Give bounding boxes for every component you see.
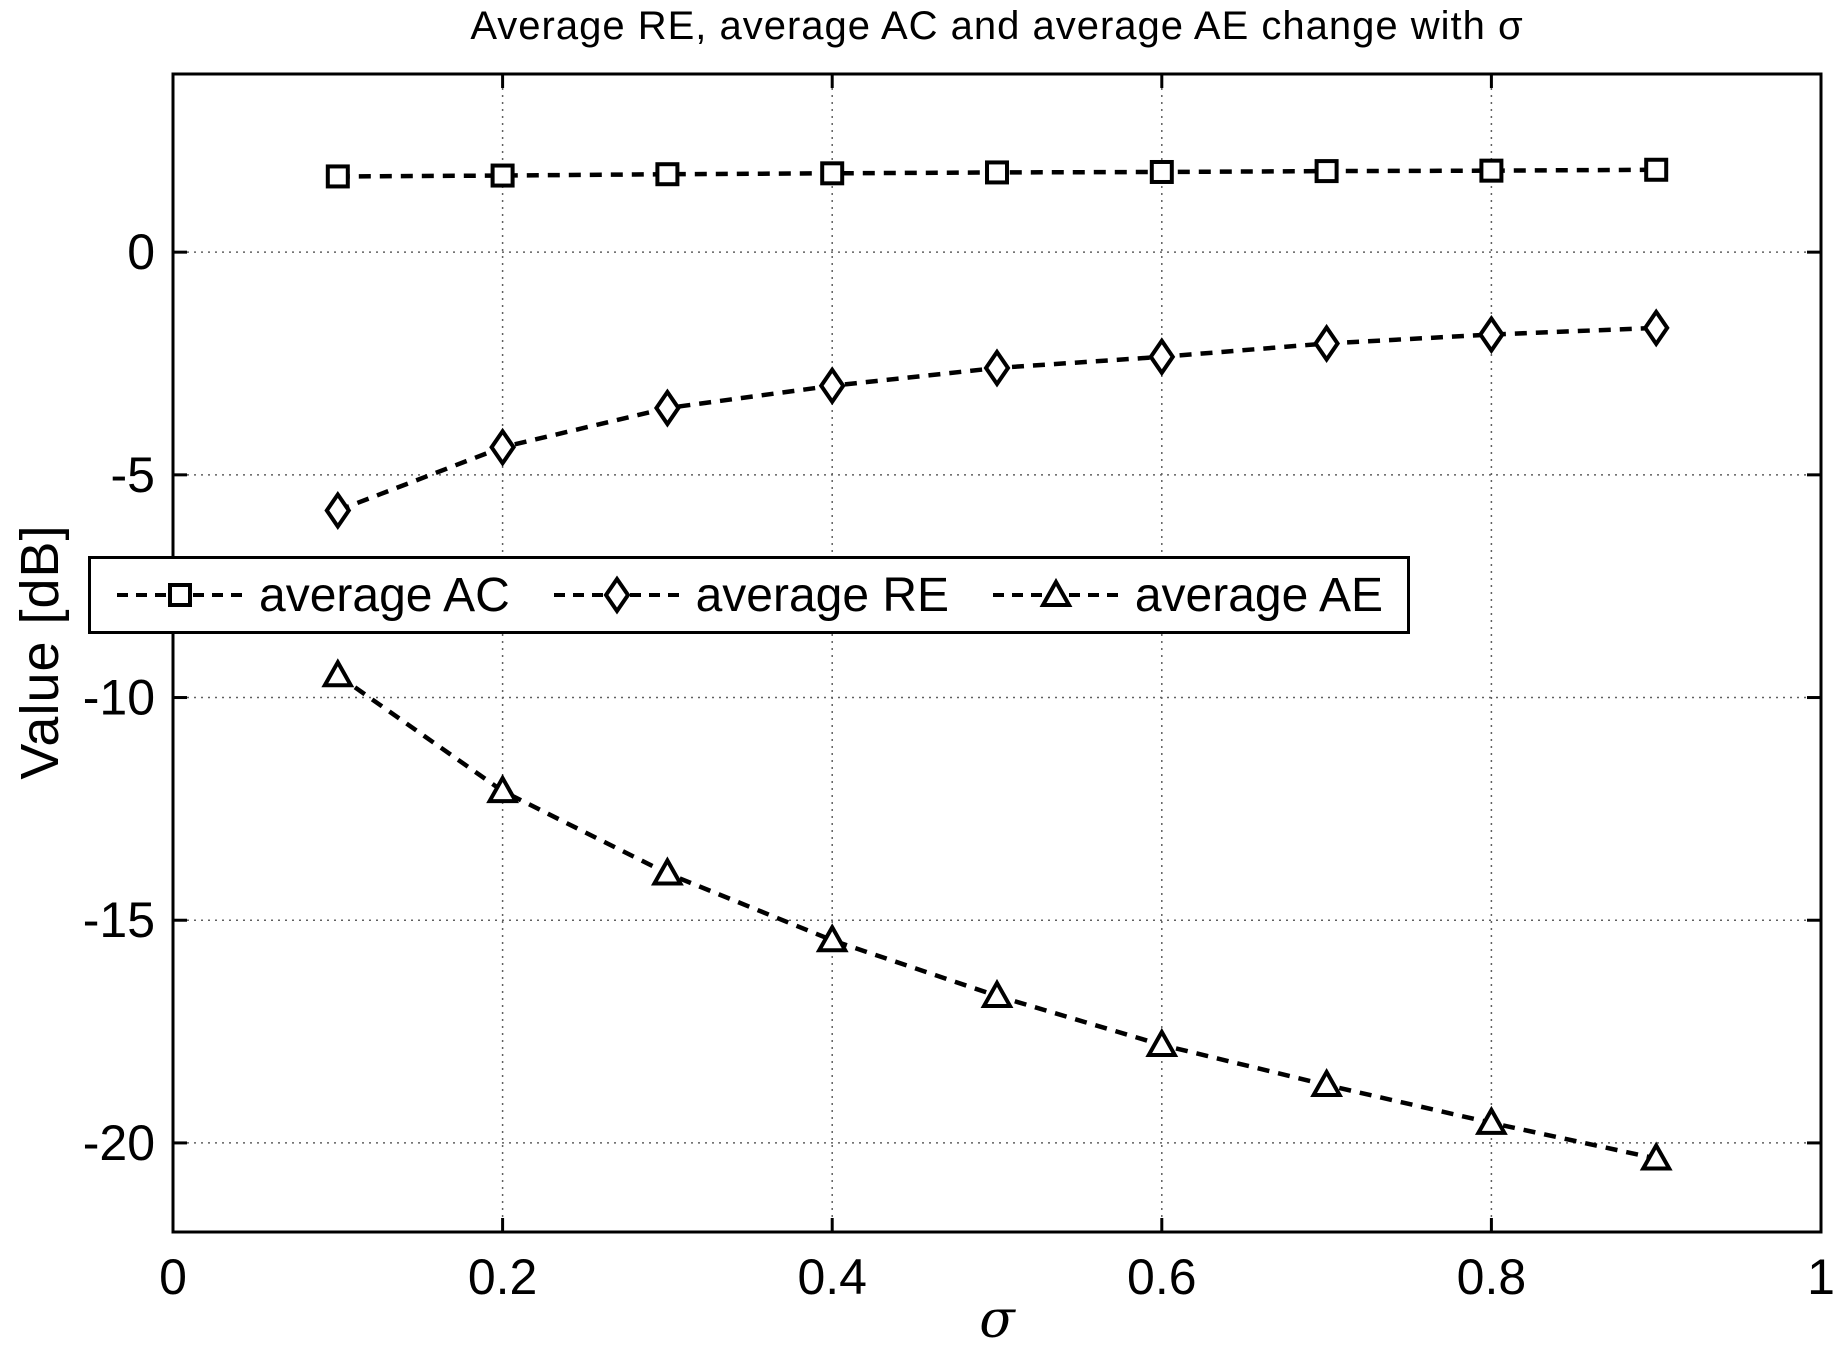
x-tick-label: 0.6 <box>1127 1249 1197 1305</box>
square-marker-icon <box>1644 157 1669 182</box>
y-tick-label: -20 <box>83 1115 155 1171</box>
legend-entry-average-re: average RE <box>552 568 949 623</box>
triangle-marker-icon <box>815 923 849 953</box>
diamond-marker-icon <box>1313 323 1341 363</box>
square-marker-icon <box>1149 159 1174 184</box>
triangle-marker-icon <box>1310 1067 1344 1098</box>
square-marker-icon <box>490 163 515 188</box>
x-tick-label: 0 <box>159 1249 187 1305</box>
diamond-marker-icon <box>983 348 1011 388</box>
diamond-marker-icon <box>653 388 681 428</box>
diamond-marker-icon <box>552 573 682 617</box>
legend-sample-canvas <box>117 583 243 607</box>
legend-entry-average-ae: average AE <box>991 568 1383 623</box>
y-tick-label: -10 <box>83 670 155 726</box>
triangle-marker-icon <box>650 856 684 886</box>
legend-label: average AE <box>1134 568 1383 622</box>
square-marker-icon <box>325 164 350 189</box>
triangle-marker-icon <box>486 774 520 804</box>
triangle-marker-icon <box>1639 1141 1673 1171</box>
square-marker-icon <box>1479 158 1504 183</box>
diamond-marker-icon <box>818 366 846 406</box>
triangle-marker-icon <box>1145 1027 1179 1057</box>
legend-entry-average-ac: average AC <box>115 568 510 623</box>
diamond-marker-icon <box>489 427 517 467</box>
y-tick-label: -5 <box>111 447 155 503</box>
legend-sample-canvas <box>553 575 680 615</box>
triangle-marker-icon <box>980 978 1014 1008</box>
diamond-marker-icon <box>1148 337 1176 377</box>
diamond-marker-icon <box>1642 308 1670 348</box>
square-marker-icon <box>985 160 1009 185</box>
legend-sample-canvas <box>992 577 1119 607</box>
triangle-marker-icon <box>991 573 1121 617</box>
x-axis-label: σ <box>979 1290 1015 1350</box>
diamond-marker-icon <box>1477 315 1505 355</box>
square-marker-icon <box>820 161 845 186</box>
y-tick-label: -15 <box>83 892 155 948</box>
square-marker-icon <box>655 162 680 187</box>
square-marker-icon <box>1314 159 1339 184</box>
axis-box <box>171 72 1823 1234</box>
triangle-marker-icon <box>1474 1105 1508 1135</box>
legend-label: average RE <box>695 568 950 622</box>
x-tick-label: 0.8 <box>1457 1249 1527 1305</box>
y-axis-label: Value [dB] <box>10 524 70 780</box>
legend: average AC average RE average AE <box>88 556 1410 634</box>
legend-label: average AC <box>259 568 510 622</box>
square-marker-icon <box>168 583 192 607</box>
diamond-marker-icon <box>324 490 352 531</box>
triangle-marker-icon <box>321 658 355 688</box>
x-tick-label: 0.4 <box>797 1249 867 1305</box>
x-tick-label: 1 <box>1807 1249 1835 1305</box>
diamond-marker-icon <box>603 575 631 615</box>
x-tick-label: 0.2 <box>468 1249 538 1305</box>
triangle-marker-icon <box>1039 577 1073 607</box>
square-marker-icon <box>115 573 245 617</box>
chart-title: Average RE, average AC and average AE ch… <box>470 4 1524 48</box>
y-tick-label: 0 <box>127 224 155 280</box>
